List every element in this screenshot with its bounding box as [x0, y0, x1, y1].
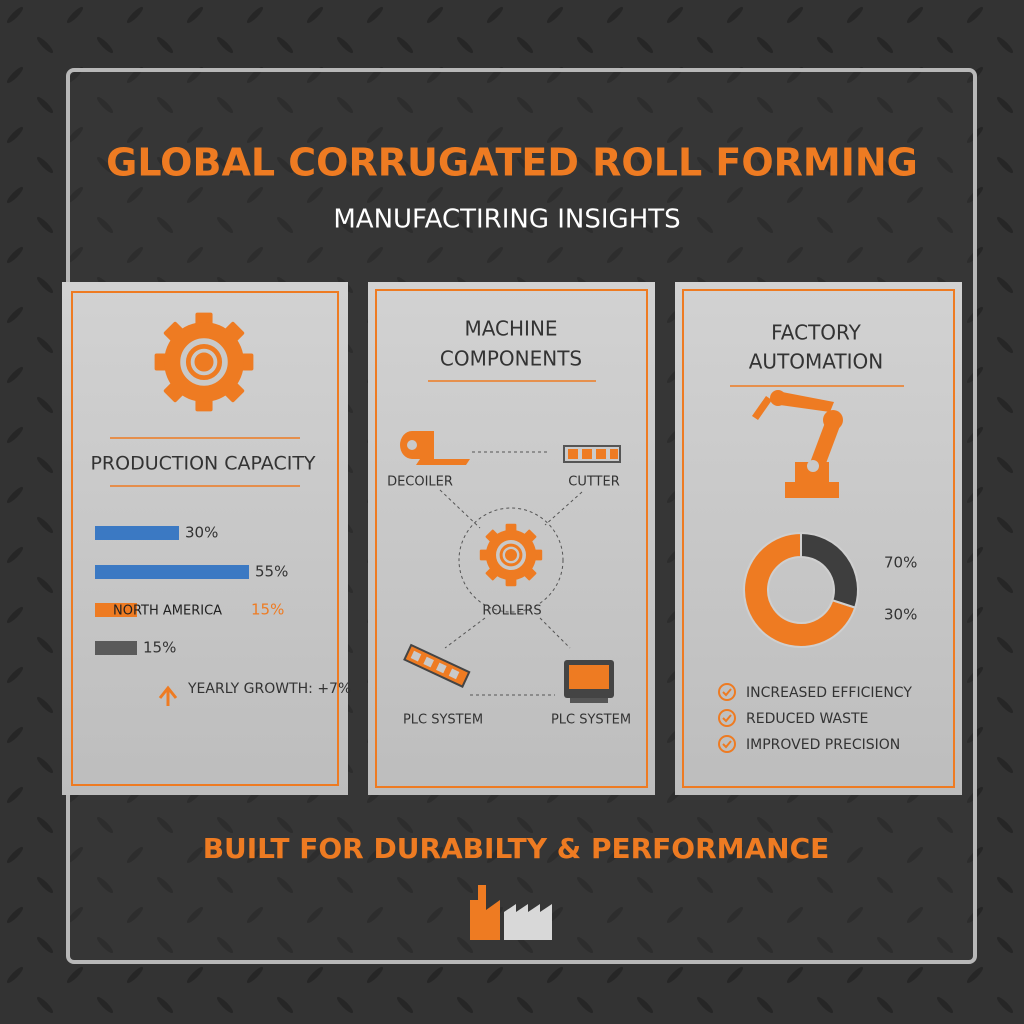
title: GLOBAL CORRUGATED ROLL FORMING — [106, 141, 918, 185]
panel-title: COMPONENTS — [440, 347, 582, 371]
benefit: REDUCED WASTE — [746, 711, 868, 727]
node-label: CUTTER — [568, 475, 620, 490]
value-label: 15% — [143, 639, 176, 657]
donut-slice — [800, 531, 859, 609]
value-label: 30% — [185, 524, 218, 542]
growth-note: YEARLY GROWTH: +7% — [187, 681, 351, 697]
bar — [95, 603, 137, 617]
value-label: 30% — [884, 606, 917, 624]
bar — [95, 526, 179, 540]
bar — [95, 565, 249, 579]
tagline: BUILT FOR DURABILTY & PERFORMANCE — [203, 832, 830, 865]
benefit: INCREASED EFFICIENCY — [746, 685, 912, 701]
node-label: ROLLERS — [482, 604, 541, 619]
panel-title: AUTOMATION — [749, 350, 883, 374]
benefit: IMPROVED PRECISION — [746, 737, 900, 753]
panel-components: MACHINE COMPONENTS DECOILER CUTTER ROLLE… — [368, 282, 655, 795]
value-label: 15% — [251, 601, 284, 619]
value-label: 70% — [884, 554, 917, 572]
donut-slice — [743, 531, 857, 648]
value-label: 55% — [255, 563, 288, 581]
subtitle: MANUFACTIRING INSIGHTS — [333, 205, 680, 235]
factory-icon — [470, 885, 552, 940]
node-label: PLC SYSTEM — [403, 713, 483, 728]
bar — [95, 641, 137, 655]
node-label: DECOILER — [387, 475, 453, 490]
panel-title: MACHINE — [464, 317, 557, 341]
node-label: PLC SYSTEM — [551, 713, 631, 728]
bar-category: NORTH AMERICA — [113, 604, 222, 619]
panel-title: FACTORY — [771, 321, 862, 345]
panel-title: PRODUCTION CAPACITY — [90, 453, 315, 475]
